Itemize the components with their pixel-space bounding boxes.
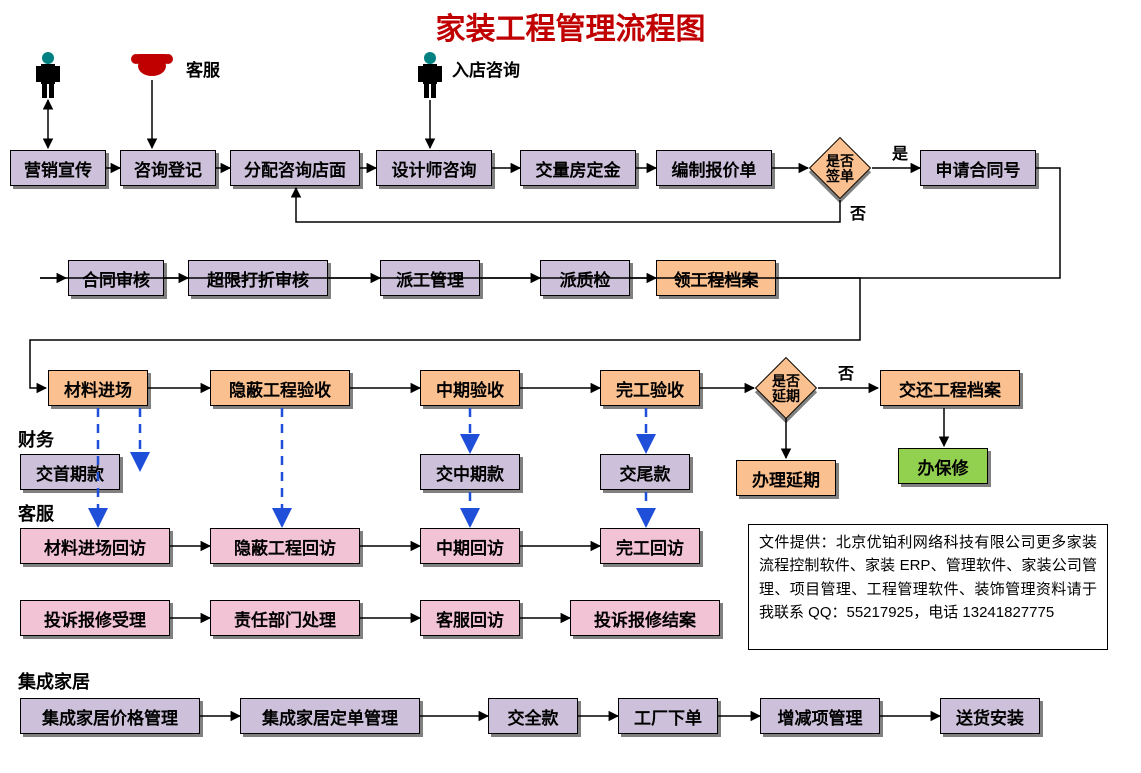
node-int-payfull: 交全款 [488,698,578,734]
node-quotation: 编制报价单 [656,150,772,186]
node-warranty: 办保修 [898,448,988,484]
node-cs-visit: 客服回访 [420,600,520,636]
icon-label-cs: 客服 [186,56,220,81]
node-int-factory: 工厂下单 [618,698,718,734]
node-register: 咨询登记 [120,150,216,186]
node-designer: 设计师咨询 [376,150,492,186]
section-integrated: 集成家居 [18,668,90,694]
node-visit-mid: 中期回访 [420,528,520,564]
node-complaint-accept: 投诉报修受理 [20,600,170,636]
label-sign-yes: 是 [892,140,908,164]
node-visit-material: 材料进场回访 [20,528,170,564]
node-discount-review: 超限打折审核 [188,260,328,296]
node-return-archive: 交还工程档案 [880,370,1020,406]
node-qc: 派质检 [540,260,630,296]
page-title: 家装工程管理流程图 [0,4,1141,48]
node-get-archive: 领工程档案 [656,260,776,296]
node-delay-handle: 办理延期 [736,460,836,496]
node-hidden-accept: 隐蔽工程验收 [210,370,350,406]
node-int-deliver: 送货安装 [940,698,1040,734]
node-mid-accept: 中期验收 [420,370,520,406]
node-final-accept: 完工验收 [600,370,700,406]
node-contractno: 申请合同号 [920,150,1036,186]
node-material-in: 材料进场 [48,370,148,406]
info-box: 文件提供：北京优铂利网络科技有限公司更多家装流程控制软件、家装 ERP、管理软件… [748,524,1108,650]
node-visit-hidden: 隐蔽工程回访 [210,528,360,564]
section-finance: 财务 [18,426,54,452]
decision-delay [755,357,817,419]
node-pay-first: 交首期款 [20,454,120,490]
node-visit-final: 完工回访 [600,528,700,564]
label-sign-no: 否 [850,200,866,224]
decision-sign [809,137,871,199]
node-pay-final: 交尾款 [600,454,690,490]
node-contract-review: 合同审核 [68,260,164,296]
node-dept-handle: 责任部门处理 [210,600,360,636]
node-int-order: 集成家居定单管理 [240,698,420,734]
node-int-price: 集成家居价格管理 [20,698,200,734]
node-complaint-close: 投诉报修结案 [570,600,720,636]
node-marketing: 营销宣传 [10,150,106,186]
node-deposit: 交量房定金 [520,150,636,186]
node-assign-store: 分配咨询店面 [230,150,360,186]
icon-label-walkin: 入店咨询 [452,56,520,81]
node-pay-mid: 交中期款 [420,454,520,490]
node-dispatch: 派工管理 [380,260,480,296]
node-int-change: 增减项管理 [760,698,880,734]
label-delay-no: 否 [838,360,854,384]
section-service: 客服 [18,500,54,526]
